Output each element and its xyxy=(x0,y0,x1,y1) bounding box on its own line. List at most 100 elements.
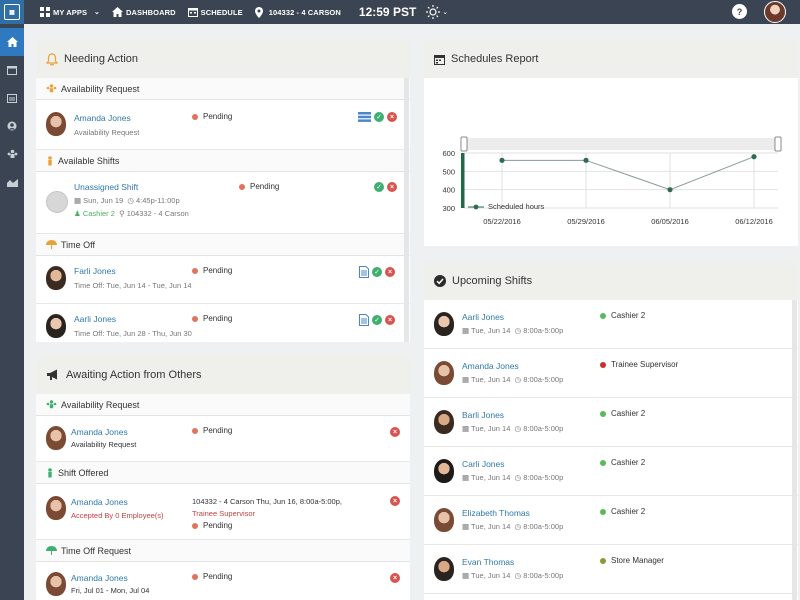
section-label: Shift Offered xyxy=(58,467,109,478)
needing-action-panel: Needing Action Availability Request Aman… xyxy=(36,40,410,342)
umbrella-icon xyxy=(46,239,57,250)
shift-date: Tue, Jun 14 xyxy=(471,375,511,384)
calendar-icon: ▦ xyxy=(462,375,470,384)
app-logo[interactable]: ▦ xyxy=(0,0,24,24)
sidebar-item-home[interactable] xyxy=(0,28,24,56)
awaiting-action-title: Awaiting Action from Others xyxy=(66,369,202,381)
role-label: Trainee Supervisor xyxy=(611,360,679,369)
list-item[interactable]: Farli Jones Time Off: Tue, Jun 14 - Tue,… xyxy=(36,256,410,304)
data-point[interactable] xyxy=(583,157,589,163)
employee-name[interactable]: Amanda Jones xyxy=(71,427,128,437)
chevron-down-icon: ⌄ xyxy=(442,9,449,16)
shift-row[interactable]: Barli Jones ▦ Tue, Jun 14 ◷ 8:00a-5:00p Ca… xyxy=(424,398,798,447)
shift-when: ▦ Tue, Jun 14 ◷ 8:00a-5:00p xyxy=(462,571,563,580)
shift-row[interactable]: Carli Jones ▦ Tue, Jun 14 ◷ 8:00a-5:00p Ca… xyxy=(424,447,798,496)
employee-name[interactable]: Aarli Jones xyxy=(74,314,117,324)
data-point[interactable] xyxy=(667,187,673,193)
sidebar-item-profile[interactable] xyxy=(0,112,24,140)
employee-name[interactable]: Aarli Jones xyxy=(462,312,505,322)
clock-icon: ◷ xyxy=(514,326,522,335)
reject-icon[interactable]: × xyxy=(385,267,395,277)
schedule-link[interactable]: SCHEDULE xyxy=(187,7,243,17)
section-shift-offered: Shift Offered xyxy=(36,462,410,484)
shift-role-value: Cashier 2 xyxy=(82,209,115,218)
status-badge: Pending xyxy=(192,314,232,323)
shift-role: ♟ Cashier 2 ⚲ 104332 - 4 Carson xyxy=(74,209,189,218)
role-badge: Trainee Supervisor xyxy=(600,360,678,369)
sidebar-item-schedule[interactable] xyxy=(0,56,24,84)
x-tick-label: 05/22/2016 xyxy=(483,217,521,226)
data-point[interactable] xyxy=(499,157,505,163)
shift-time: 8:00a-5:00p xyxy=(523,375,564,384)
details-icon[interactable] xyxy=(358,112,371,122)
weather-menu[interactable]: ⌄ xyxy=(426,5,448,19)
shift-time: 8:00a-5:00p xyxy=(523,473,564,482)
legend-marker xyxy=(468,204,484,209)
approve-icon[interactable]: ✓ xyxy=(372,315,382,325)
upcoming-shifts-title: Upcoming Shifts xyxy=(452,275,533,287)
approve-icon[interactable]: ✓ xyxy=(374,182,384,192)
employee-name[interactable]: Evan Thomas xyxy=(462,557,515,567)
shift-row[interactable]: Aarli Jones ▦ Tue, Jun 14 ◷ 8:00a-5:00p Ca… xyxy=(424,300,798,349)
reject-icon[interactable]: × xyxy=(385,315,395,325)
status-label: Pending xyxy=(203,426,233,435)
clock-icon: ◷ xyxy=(514,375,522,384)
sidebar-item-calendar-list[interactable] xyxy=(0,84,24,112)
list-item[interactable]: Unassigned Shift ▦ Sun, Jun 19 ◷ 4:45p-1… xyxy=(36,172,410,234)
user-avatar[interactable] xyxy=(764,1,786,23)
document-icon[interactable] xyxy=(359,314,369,326)
range-handle-right[interactable] xyxy=(774,136,782,152)
employee-name[interactable]: Amanda Jones xyxy=(71,497,128,507)
employee-name[interactable]: Amanda Jones xyxy=(71,573,128,583)
employee-name[interactable]: Elizabeth Thomas xyxy=(462,508,530,518)
y-tick-label: 400 xyxy=(442,186,455,195)
cancel-icon[interactable]: × xyxy=(390,496,400,506)
avatar xyxy=(46,426,66,450)
avatar xyxy=(46,266,66,290)
avatar xyxy=(46,572,66,596)
y-tick-label: 500 xyxy=(442,167,455,176)
status-badge: Pending xyxy=(192,266,232,275)
reject-icon[interactable]: × xyxy=(387,112,397,122)
shift-row[interactable]: Evan Thomas ▦ Tue, Jun 14 ◷ 8:00a-5:00p St… xyxy=(424,545,798,594)
list-item[interactable]: Amanda Jones Fri, Jul 01 - Mon, Jul 04 P… xyxy=(36,562,410,600)
approve-icon[interactable]: ✓ xyxy=(374,112,384,122)
approve-icon[interactable]: ✓ xyxy=(372,267,382,277)
avatar xyxy=(46,314,66,338)
employee-name[interactable]: Barli Jones xyxy=(462,410,505,420)
sidebar-item-reports[interactable] xyxy=(0,168,24,196)
list-item[interactable]: Amanda Jones Availability Request Pendin… xyxy=(36,100,410,150)
shift-row[interactable]: Elizabeth Thomas ▦ Tue, Jun 14 ◷ 8:00a-5:… xyxy=(424,496,798,545)
location-selector[interactable]: 104332 - 4 CARSON xyxy=(254,6,341,18)
needing-action-scrollbar[interactable] xyxy=(404,78,409,342)
list-item[interactable]: Amanda Jones Availability Request Pendin… xyxy=(36,416,410,462)
status-label: Pending xyxy=(250,182,280,191)
status-badge: Pending xyxy=(192,426,232,435)
upcoming-shifts-scrollbar[interactable] xyxy=(792,300,797,600)
shift-row[interactable]: Amanda Jones ▦ Tue, Jun 14 ◷ 8:00a-5:00p T… xyxy=(424,349,798,398)
home-icon xyxy=(6,37,18,47)
document-icon[interactable] xyxy=(359,266,369,278)
dashboard-link[interactable]: DASHBOARD xyxy=(112,7,176,17)
employee-name[interactable]: Farli Jones xyxy=(74,266,116,276)
sidebar-item-team[interactable] xyxy=(0,140,24,168)
help-button[interactable]: ? xyxy=(732,4,747,19)
awaiting-action-panel: Awaiting Action from Others Availability… xyxy=(36,356,410,600)
avatar xyxy=(434,459,454,483)
range-handle-left[interactable] xyxy=(460,136,468,152)
cancel-icon[interactable]: × xyxy=(390,427,400,437)
reject-icon[interactable]: × xyxy=(387,182,397,192)
cancel-icon[interactable]: × xyxy=(390,573,400,583)
data-point[interactable] xyxy=(751,154,757,160)
my-apps-menu[interactable]: MY APPS ⌄ xyxy=(40,7,100,17)
list-item[interactable]: Aarli Jones Time Off: Tue, Jun 28 - Thu,… xyxy=(36,304,410,342)
range-selector-bar[interactable] xyxy=(462,138,779,150)
shift-name[interactable]: Unassigned Shift xyxy=(74,182,139,192)
megaphone-icon xyxy=(46,369,60,381)
list-item[interactable]: Amanda Jones Accepted By 0 Employee(s) 1… xyxy=(36,484,410,540)
employee-name[interactable]: Carli Jones xyxy=(462,459,505,469)
employee-name[interactable]: Amanda Jones xyxy=(462,361,519,371)
employee-name[interactable]: Amanda Jones xyxy=(74,113,131,123)
shift-when: ▦ Tue, Jun 14 ◷ 8:00a-5:00p xyxy=(462,473,563,482)
calendar-icon xyxy=(7,66,17,75)
